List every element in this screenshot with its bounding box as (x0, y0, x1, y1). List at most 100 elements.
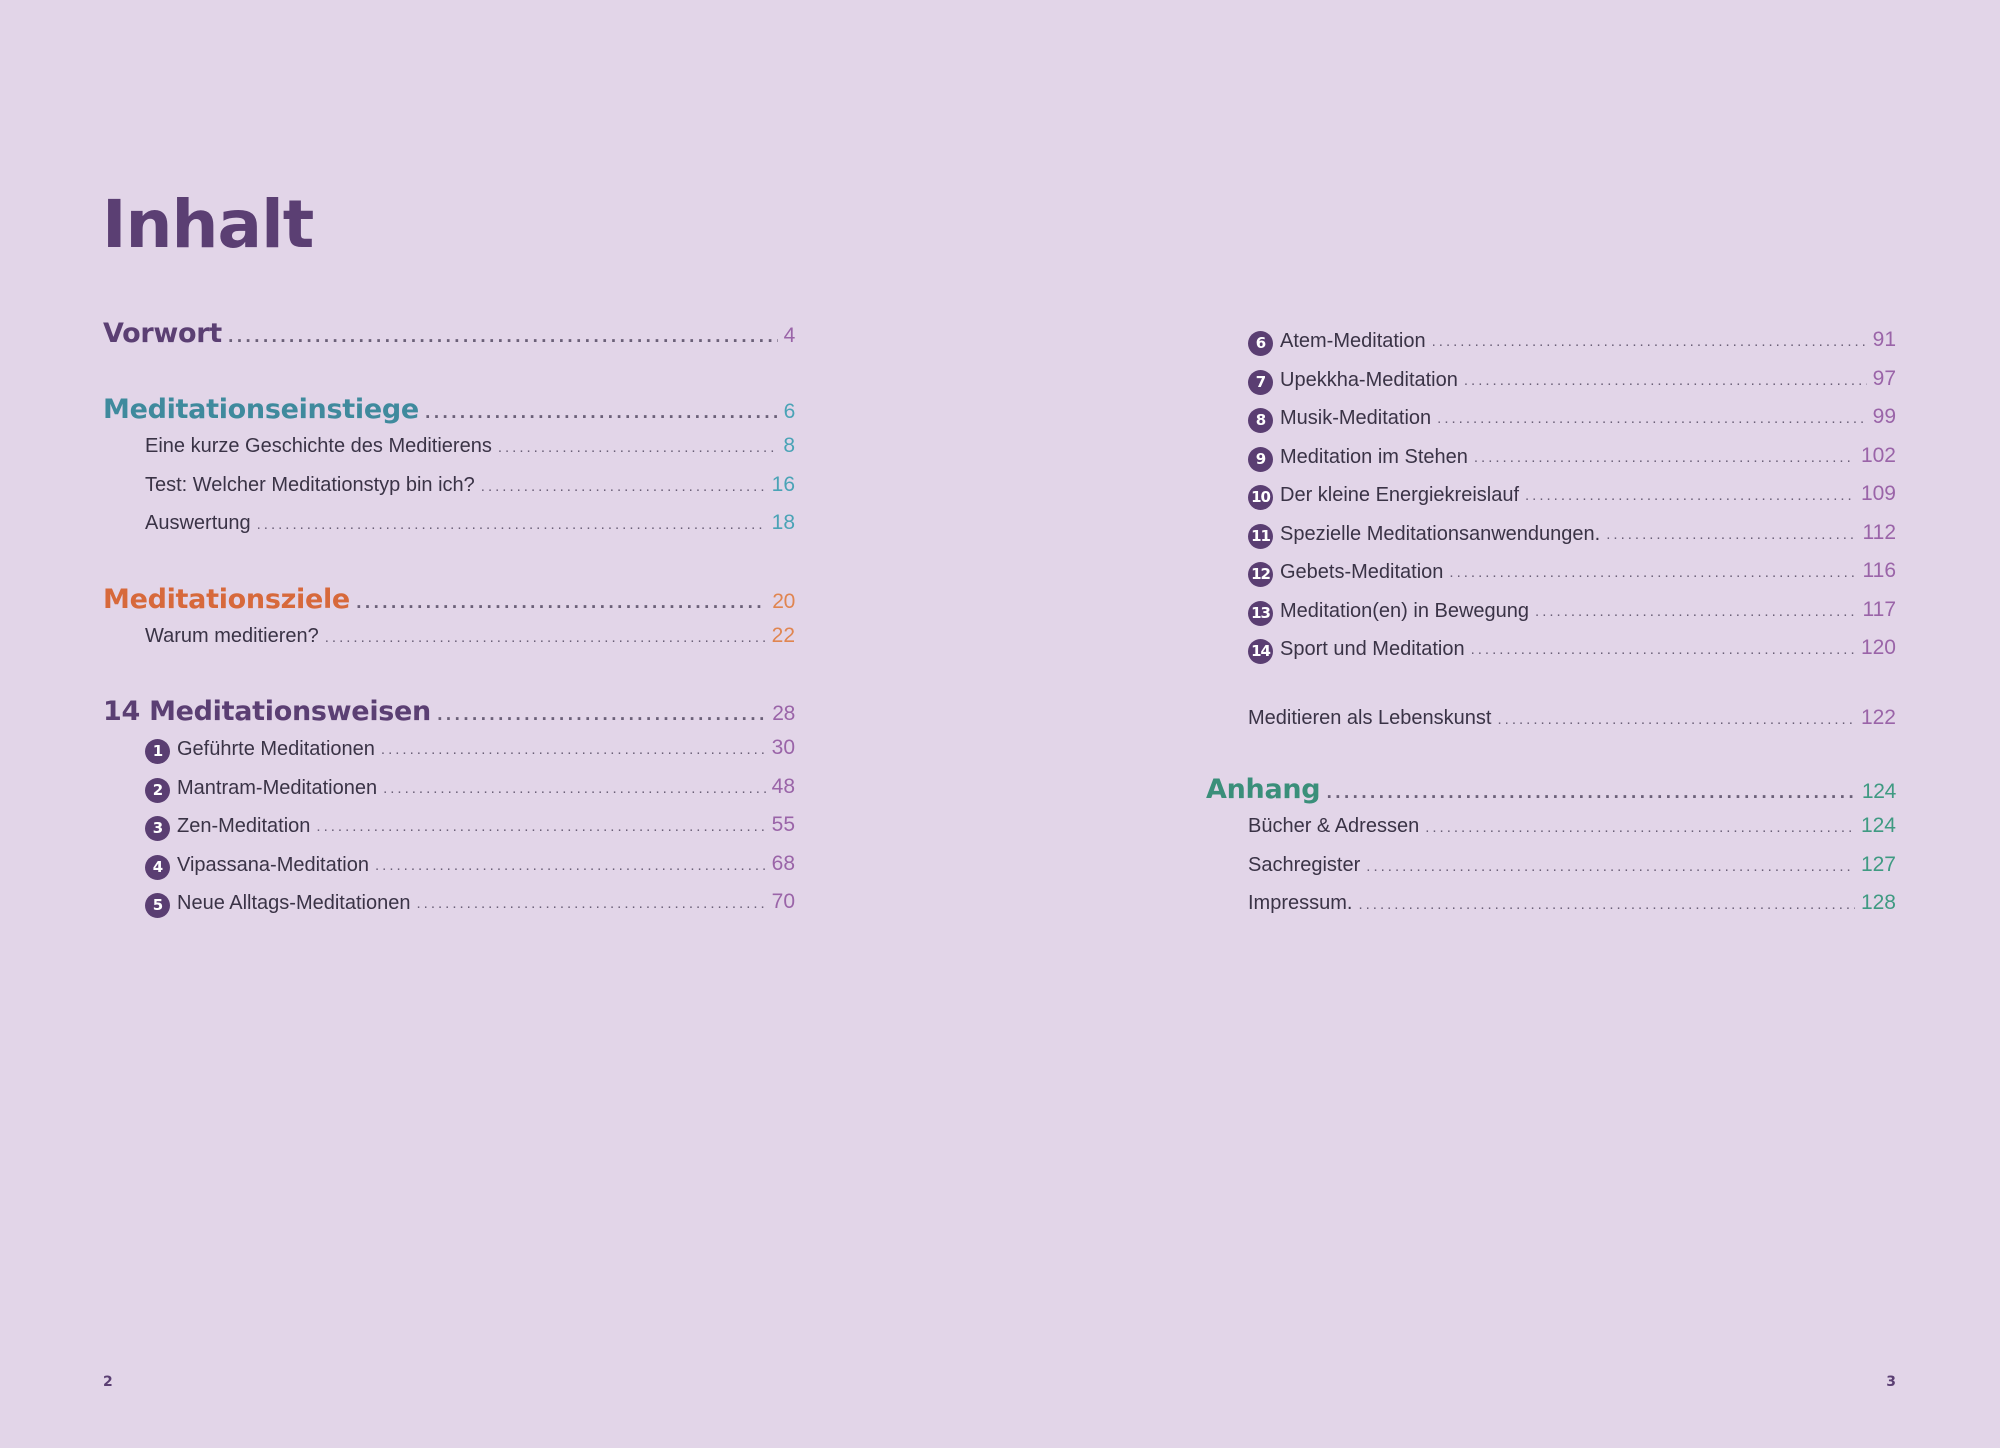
toc-section-meditationseinstiege[interactable]: Meditationseinstiege ...................… (103, 394, 795, 434)
dot-leader: ........................................… (480, 477, 766, 495)
number-badge-icon: 10 (1248, 485, 1273, 510)
entry-title: Spezielle Meditationsanwendungen. (1280, 522, 1601, 545)
toc-entry[interactable]: Bücher & Adressen ......................… (1206, 814, 1896, 853)
toc-section-meditationsweisen[interactable]: 14 Meditationsweisen ...................… (103, 696, 795, 736)
page-number: 22 (771, 623, 795, 647)
dot-leader: ........................................… (1358, 896, 1855, 913)
page-number: 117 (1862, 597, 1896, 621)
dot-leader: ........................................… (380, 741, 766, 758)
dot-leader: ........................................… (256, 516, 766, 533)
page-title: Inhalt (102, 186, 314, 263)
page-number: 97 (1872, 366, 1896, 390)
number-badge-icon: 3 (145, 816, 170, 841)
dot-leader: ........................................… (1470, 641, 1855, 658)
entry-title: Meditieren als Lebenskunst (1248, 706, 1492, 729)
page-number: 18 (771, 511, 795, 534)
toc-entry[interactable]: 1 Geführte Meditationen .................… (103, 736, 795, 775)
section-title: Anhang (1206, 774, 1321, 805)
toc-entry[interactable]: Test: Welcher Meditationstyp bin ich? ..… (103, 473, 795, 512)
page-number: 109 (1860, 482, 1896, 505)
toc-section-vorwort[interactable]: Vorwort ................................… (103, 318, 795, 358)
toc-entry[interactable]: 8 Musik-Meditation ......................… (1206, 405, 1896, 444)
dot-leader: ........................................… (1535, 602, 1857, 620)
toc-entry[interactable]: 14 Sport und Meditation .................… (1206, 636, 1896, 675)
number-badge-icon: 5 (145, 893, 170, 918)
toc-entry[interactable]: Warum meditieren? ......................… (103, 624, 795, 663)
toc-entry[interactable]: Sachregister ...........................… (1206, 853, 1896, 892)
section-title: Meditationseinstiege (103, 394, 419, 425)
page-number: 127 (1860, 852, 1896, 876)
toc-right-column: 6 Atem-Meditation .......................… (1206, 328, 1896, 930)
entry-title: Geführte Meditationen (177, 738, 375, 760)
number-badge-icon: 8 (1248, 408, 1273, 433)
page-number: 99 (1872, 405, 1896, 428)
dot-leader: ........................................… (497, 439, 778, 456)
toc-entry[interactable]: 13 Meditation(en) in Bewegung ...........… (1206, 598, 1896, 637)
dot-leader: ........................................… (1497, 710, 1854, 728)
page-number: 112 (1862, 520, 1896, 544)
dot-leader: ........................................… (424, 404, 778, 422)
number-badge-icon: 11 (1248, 523, 1273, 549)
toc-left-column: Vorwort ................................… (103, 318, 795, 929)
number-badge-icon: 1 (145, 739, 170, 764)
entry-title: Sachregister (1248, 853, 1361, 876)
entry-title: Neue Alltags-Meditationen (177, 892, 411, 914)
toc-entry[interactable]: 12 Gebets-Meditation ....................… (1206, 559, 1896, 598)
toc-entry[interactable]: 2 Mantram-Meditationen ..................… (103, 775, 795, 814)
entry-title: Meditation(en) in Bewegung (1280, 599, 1530, 622)
toc-entry[interactable]: 7 Upekkha-Meditation ....................… (1206, 367, 1896, 406)
toc-entry[interactable]: 11 Spezielle Meditationsanwendungen. ....… (1206, 521, 1896, 560)
toc-entry[interactable]: 6 Atem-Meditation .......................… (1206, 328, 1896, 367)
dot-leader: ........................................… (1437, 410, 1867, 427)
toc-entry[interactable]: Impressum. .............................… (1206, 891, 1896, 930)
toc-entry[interactable]: Eine kurze Geschichte des Meditierens ..… (103, 434, 795, 473)
dot-leader: ........................................… (383, 779, 766, 797)
number-badge-icon: 9 (1248, 446, 1273, 472)
page-number: 124 (1860, 814, 1896, 837)
page-number: 16 (771, 472, 795, 496)
dot-leader: ........................................… (1463, 371, 1867, 389)
entry-title: Vipassana-Meditation (177, 853, 369, 876)
entry-title: Upekkha-Meditation (1280, 368, 1458, 391)
dot-leader: ........................................… (1431, 333, 1867, 350)
toc-section-meditationsziele[interactable]: Meditationsziele .......................… (103, 584, 795, 624)
page-number: 91 (1872, 328, 1896, 351)
toc-entry[interactable]: 4 Vipassana-Meditation ..................… (103, 852, 795, 891)
number-badge-icon: 4 (145, 854, 170, 880)
page-number: 70 (771, 890, 795, 913)
entry-title: Mantram-Meditationen (177, 776, 378, 799)
page-number: 128 (1860, 891, 1896, 914)
toc-entry[interactable]: Auswertung .............................… (103, 511, 795, 550)
page-number: 124 (1861, 780, 1896, 803)
toc-entry-lebenskunst[interactable]: Meditieren als Lebenskunst .............… (1206, 706, 1896, 745)
entry-title: Bücher & Adressen (1248, 815, 1420, 837)
dot-leader: ........................................… (1326, 784, 1856, 802)
dot-leader: ........................................… (355, 593, 766, 612)
page-number: 28 (772, 702, 795, 725)
number-badge-icon: 2 (145, 777, 170, 803)
dot-leader: ........................................… (324, 628, 766, 646)
page-number: 8 (783, 434, 795, 457)
folio-left: 2 (103, 1374, 113, 1390)
dot-leader: ........................................… (227, 328, 778, 346)
page-number: 6 (783, 400, 796, 423)
toc-entry[interactable]: 5 Neue Alltags-Meditationen .............… (103, 890, 795, 929)
entry-title: Zen-Meditation (177, 815, 311, 837)
page-number: 116 (1862, 559, 1896, 582)
toc-entry[interactable]: 3 Zen-Meditation ........................… (103, 813, 795, 852)
dot-leader: ........................................… (316, 818, 766, 835)
section-title: Vorwort (103, 318, 222, 349)
entry-title: Auswertung (145, 512, 251, 534)
number-badge-icon: 14 (1248, 639, 1273, 664)
dot-leader: ........................................… (374, 856, 766, 874)
folio-right: 3 (1886, 1374, 1896, 1390)
toc-entry[interactable]: 9 Meditation im Stehen ..................… (1206, 444, 1896, 483)
entry-title: Der kleine Energiekreislauf (1280, 484, 1520, 506)
dot-leader: ........................................… (1606, 525, 1857, 543)
dot-leader: ........................................… (1449, 564, 1856, 581)
entry-title: Impressum. (1248, 892, 1353, 914)
toc-section-anhang[interactable]: Anhang .................................… (1206, 774, 1896, 814)
toc-entry[interactable]: 10 Der kleine Energiekreislauf ..........… (1206, 482, 1896, 521)
dot-leader: ........................................… (1525, 487, 1855, 504)
dot-leader: ........................................… (1425, 819, 1855, 836)
